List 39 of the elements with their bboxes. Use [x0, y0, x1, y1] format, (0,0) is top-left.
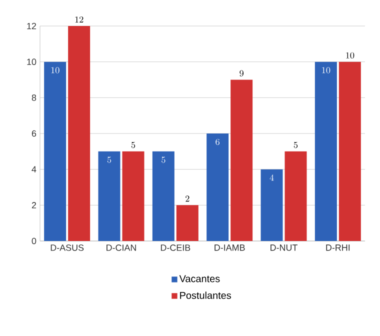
bar [98, 151, 120, 241]
bar [230, 80, 253, 241]
y-tick-label: 10 [27, 58, 36, 66]
x-tick-label: D-CEIB [160, 244, 190, 251]
x-tick-label: D-IAMB [214, 244, 245, 251]
data-label: 9 [240, 70, 244, 76]
bar [152, 151, 174, 241]
data-label: 4 [270, 174, 274, 181]
data-label: 5 [107, 156, 112, 163]
x-tick-label: D-RHI [326, 244, 350, 251]
bar [44, 62, 66, 241]
bar [206, 134, 229, 241]
y-tick-label: 2 [32, 202, 36, 208]
y-tick-label: 0 [32, 238, 36, 244]
legend-label: Vacantes [179, 275, 220, 282]
x-tick-label: D-CIAN [106, 244, 136, 251]
data-label: 5 [294, 142, 298, 148]
bar [176, 205, 198, 241]
bar [68, 26, 90, 241]
data-label: 12 [75, 16, 84, 22]
x-tick-label: D-ASUS [50, 244, 84, 251]
data-label: 5 [162, 156, 166, 163]
bar [314, 62, 337, 241]
legend-label: Postulantes [180, 292, 231, 299]
y-tick-label: 8 [32, 94, 36, 101]
data-label: 2 [186, 196, 190, 202]
x-tick-label: D-NUT [270, 244, 298, 251]
y-tick-label: 4 [32, 166, 36, 172]
data-label: 10 [346, 52, 354, 59]
bar [338, 62, 361, 241]
y-tick-label: 12 [27, 22, 36, 30]
data-label: 10 [322, 67, 330, 74]
bar [260, 169, 283, 241]
data-label: 5 [131, 142, 136, 148]
bar [284, 151, 307, 241]
data-label: 10 [51, 67, 60, 74]
bar [122, 151, 144, 241]
y-tick-label: 6 [32, 130, 36, 137]
data-label: 6 [216, 138, 220, 145]
